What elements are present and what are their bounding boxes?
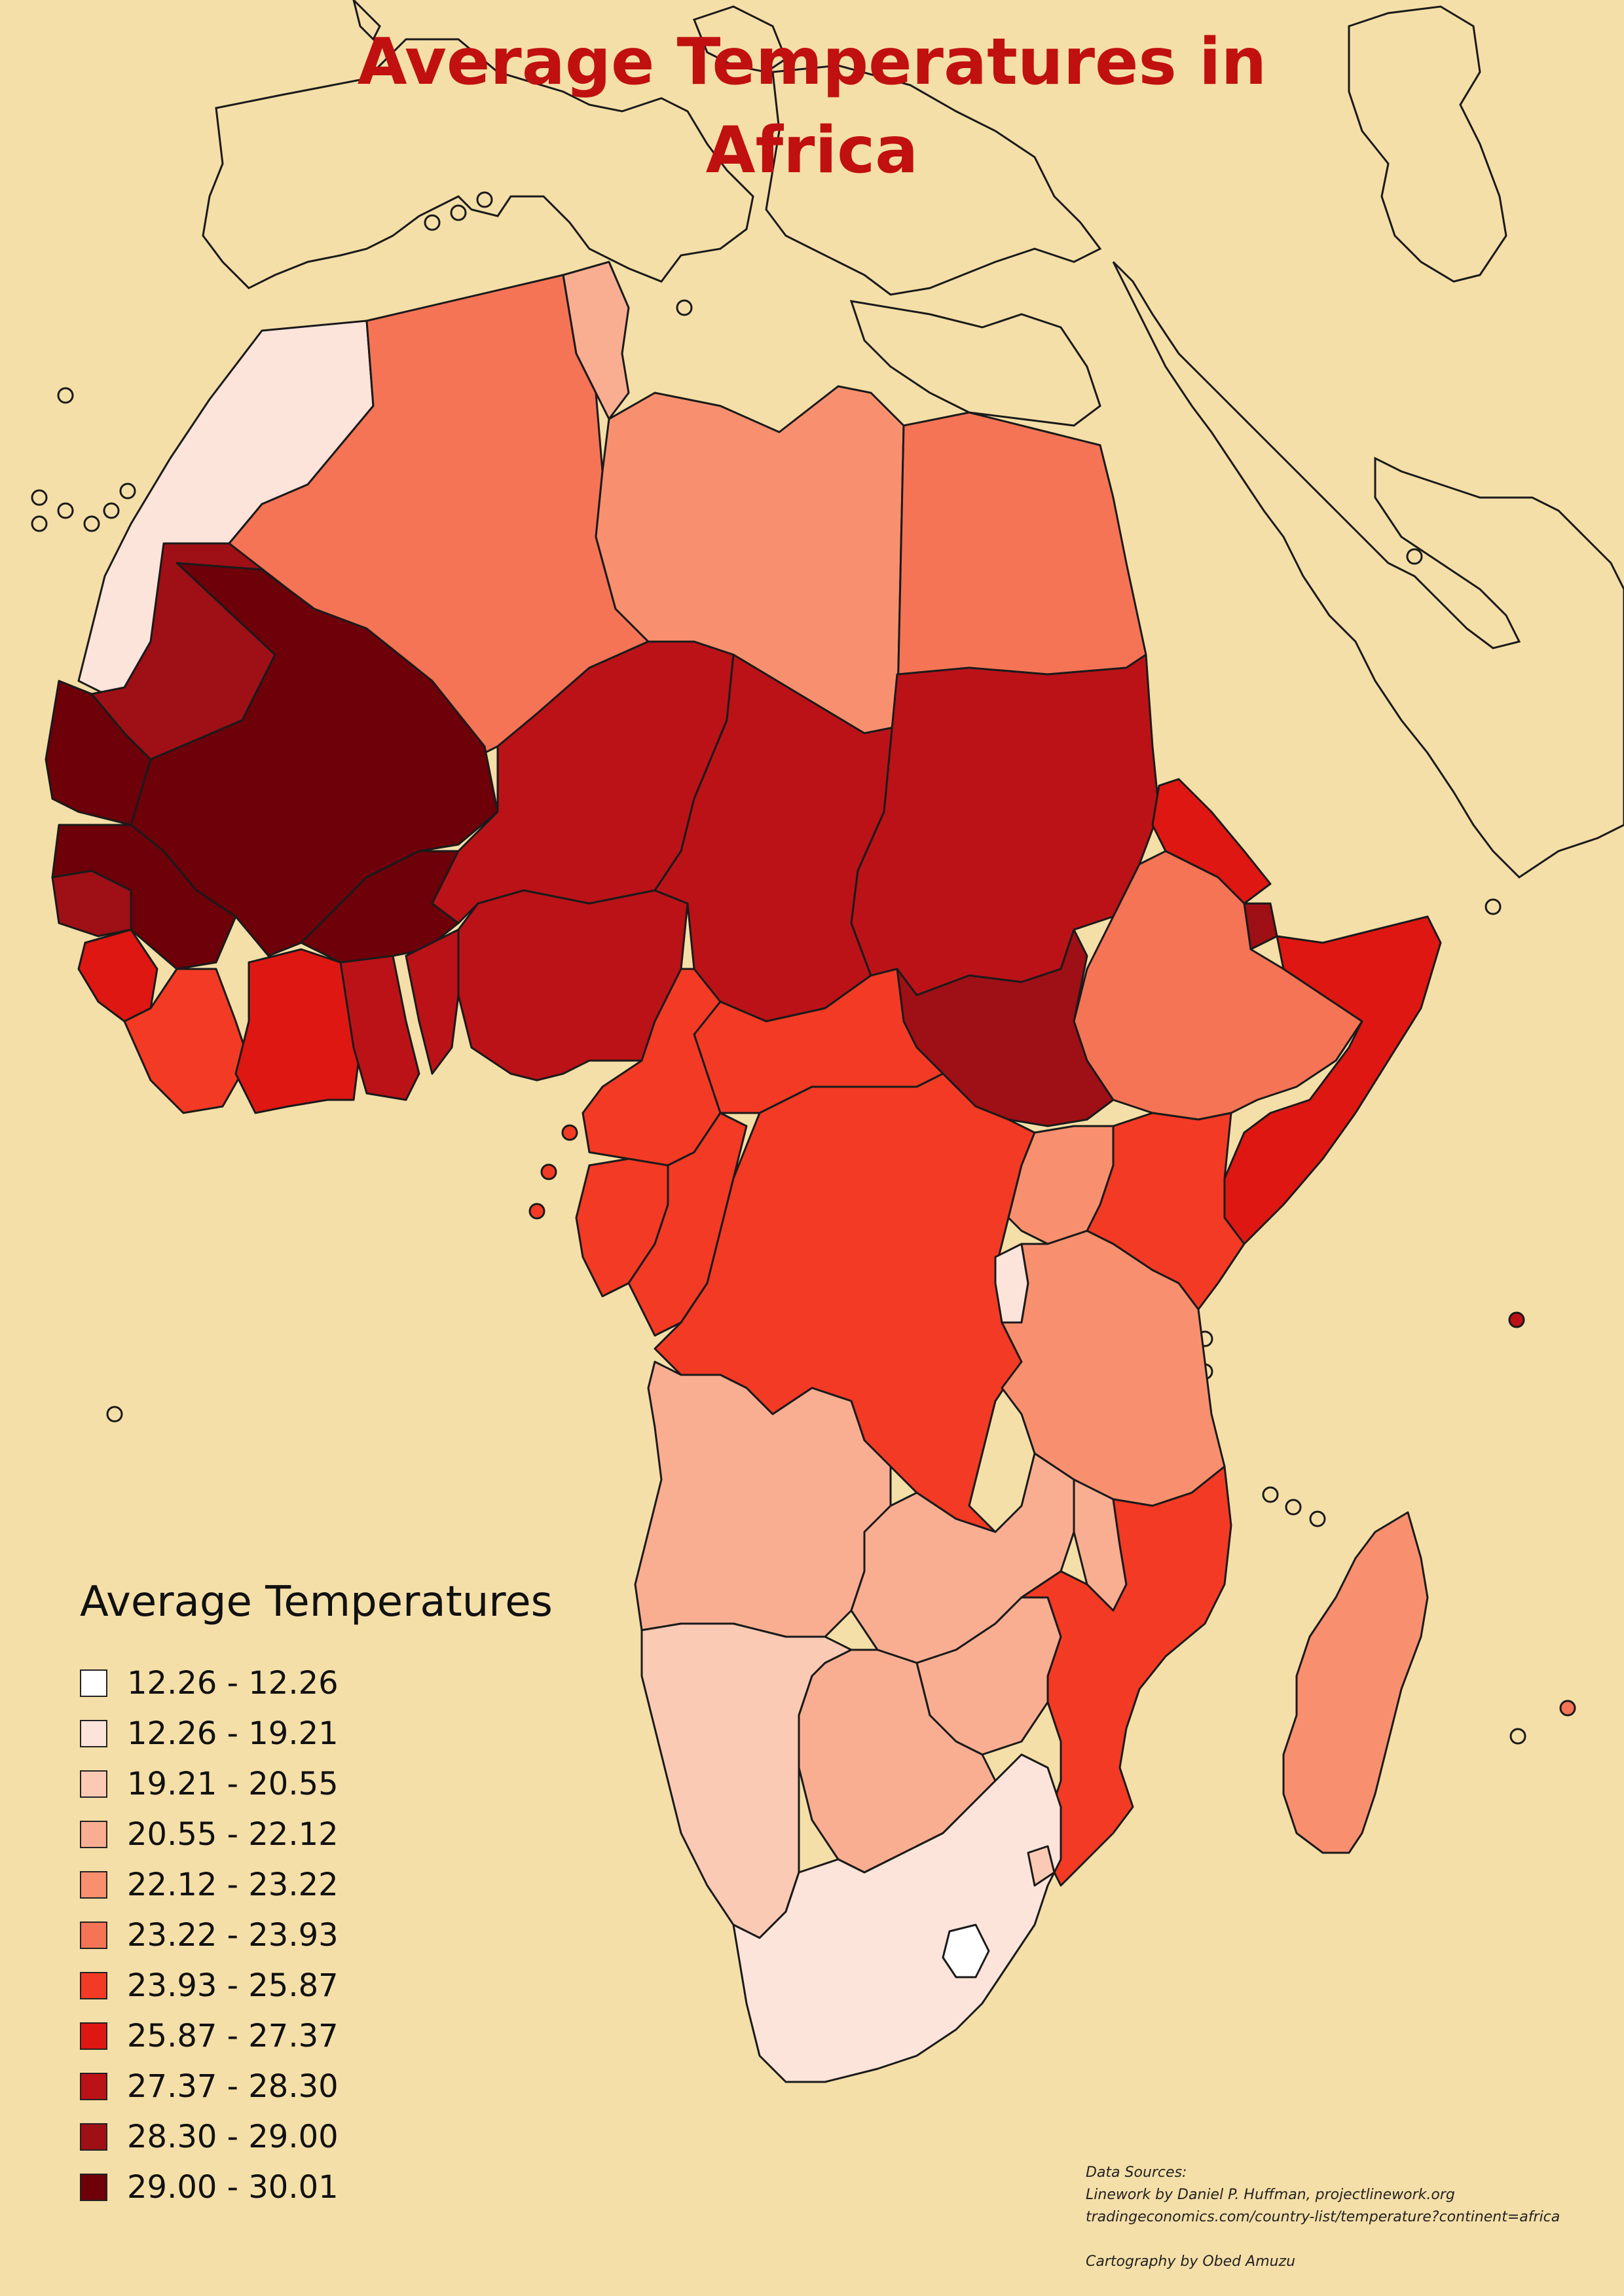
legend-label: 12.26 - 19.21 xyxy=(127,1715,339,1752)
legend-swatch xyxy=(80,2072,107,2100)
region-zambia xyxy=(850,1452,1075,1664)
legend-label: 25.87 - 27.37 xyxy=(127,2017,339,2054)
region-senegal xyxy=(45,680,152,826)
legend-label: 28.30 - 29.00 xyxy=(127,2118,339,2155)
region-kenya xyxy=(1086,1112,1246,1311)
legend-swatch xyxy=(80,1820,107,1848)
legend-label: 19.21 - 20.55 xyxy=(127,1765,339,1802)
europe-outline xyxy=(31,0,1624,1745)
africa-regions xyxy=(45,261,1576,2083)
legend-label: 20.55 - 22.12 xyxy=(127,1815,339,1853)
credits-line1: Linework by Daniel P. Huffman, projectli… xyxy=(1086,2187,1455,2203)
credits-cartography: Cartography by Obed Amuzu xyxy=(1086,2253,1296,2270)
map-title-line1: Average Temperatures in xyxy=(357,25,1267,100)
legend-item: 12.26 - 12.26 xyxy=(80,1658,553,1708)
legend-swatch xyxy=(80,1770,107,1798)
credits-heading: Data Sources: xyxy=(1086,2164,1187,2181)
legend-label: 29.00 - 30.01 xyxy=(127,2168,339,2206)
legend: Average Temperatures 12.26 - 12.26 12.26 … xyxy=(80,1578,553,2212)
region-south-africa xyxy=(732,1753,1062,2083)
region-madagascar xyxy=(1282,1511,1429,1854)
legend-item: 19.21 - 20.55 xyxy=(80,1758,553,1809)
legend-swatch xyxy=(80,2173,107,2201)
legend-label: 23.22 - 23.93 xyxy=(127,1916,339,1954)
region-angola xyxy=(634,1360,892,1638)
legend-swatch xyxy=(80,1921,107,1949)
legend-swatch xyxy=(80,1870,107,1899)
region-reunion xyxy=(1559,1700,1576,1717)
legend-items: 12.26 - 12.26 12.26 - 19.21 19.21 - 20.55 2… xyxy=(80,1658,553,2212)
legend-label: 27.37 - 28.30 xyxy=(127,2068,339,2105)
legend-item: 23.22 - 23.93 xyxy=(80,1910,553,1960)
region-lesotho xyxy=(942,1923,990,1978)
legend-item: 28.30 - 29.00 xyxy=(80,2111,553,2162)
legend-item: 25.87 - 27.37 xyxy=(80,2011,553,2061)
region-eswatini xyxy=(1027,1845,1056,1887)
legend-item: 29.00 - 30.01 xyxy=(80,2162,553,2212)
region-namibia xyxy=(640,1622,853,1939)
legend-item: 27.37 - 28.30 xyxy=(80,2061,553,2111)
region-liberia xyxy=(123,968,250,1114)
legend-item: 12.26 - 19.21 xyxy=(80,1708,553,1758)
legend-item: 23.93 - 25.87 xyxy=(80,1960,553,2011)
credits-spacer xyxy=(1086,2229,1560,2251)
legend-label: 12.26 - 12.26 xyxy=(127,1664,339,1702)
region-ghana xyxy=(339,955,420,1101)
legend-label: 22.12 - 23.22 xyxy=(127,1866,339,1903)
legend-swatch xyxy=(80,2123,107,2151)
legend-item: 22.12 - 23.22 xyxy=(80,1859,553,1910)
legend-item: 20.55 - 22.12 xyxy=(80,1809,553,1859)
region-cape-verde xyxy=(561,1124,578,1141)
credits: Data Sources: Linework by Daniel P. Huff… xyxy=(1086,2162,1560,2273)
region-tunisia xyxy=(562,261,630,420)
region-togo-benin xyxy=(405,928,460,1075)
region-guinea xyxy=(51,824,237,970)
legend-swatch xyxy=(80,1719,107,1747)
credits-line2: tradingeconomics.com/country-list/temper… xyxy=(1086,2209,1560,2225)
region-bioko xyxy=(540,1163,557,1180)
map-title-line2: Africa xyxy=(705,113,919,188)
region-mauritius xyxy=(1508,1311,1525,1328)
region-sierra-leone xyxy=(77,928,158,1023)
legend-swatch xyxy=(80,1971,107,1999)
legend-swatch xyxy=(80,2022,107,2050)
map-title: Average Temperatures in Africa xyxy=(0,18,1624,195)
legend-title: Average Temperatures xyxy=(80,1578,553,1626)
region-sao-tome xyxy=(528,1203,545,1220)
legend-label: 23.93 - 25.87 xyxy=(127,1967,339,2004)
legend-swatch xyxy=(80,1669,107,1697)
